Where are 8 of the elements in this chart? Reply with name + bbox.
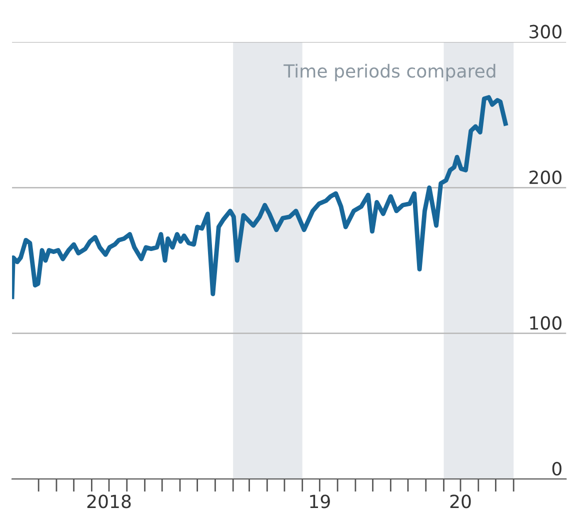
annotation: Time periods compared: [284, 64, 496, 82]
y-tick-label: 200: [530, 170, 562, 184]
x-tick-label: 19: [310, 494, 330, 508]
y-tick-label: 300: [530, 24, 562, 38]
y-tick-label: 100: [530, 316, 562, 330]
y-tick-label: 0: [552, 462, 562, 476]
x-tick-label: 2018: [87, 494, 131, 508]
x-tick-label: 20: [450, 494, 471, 508]
